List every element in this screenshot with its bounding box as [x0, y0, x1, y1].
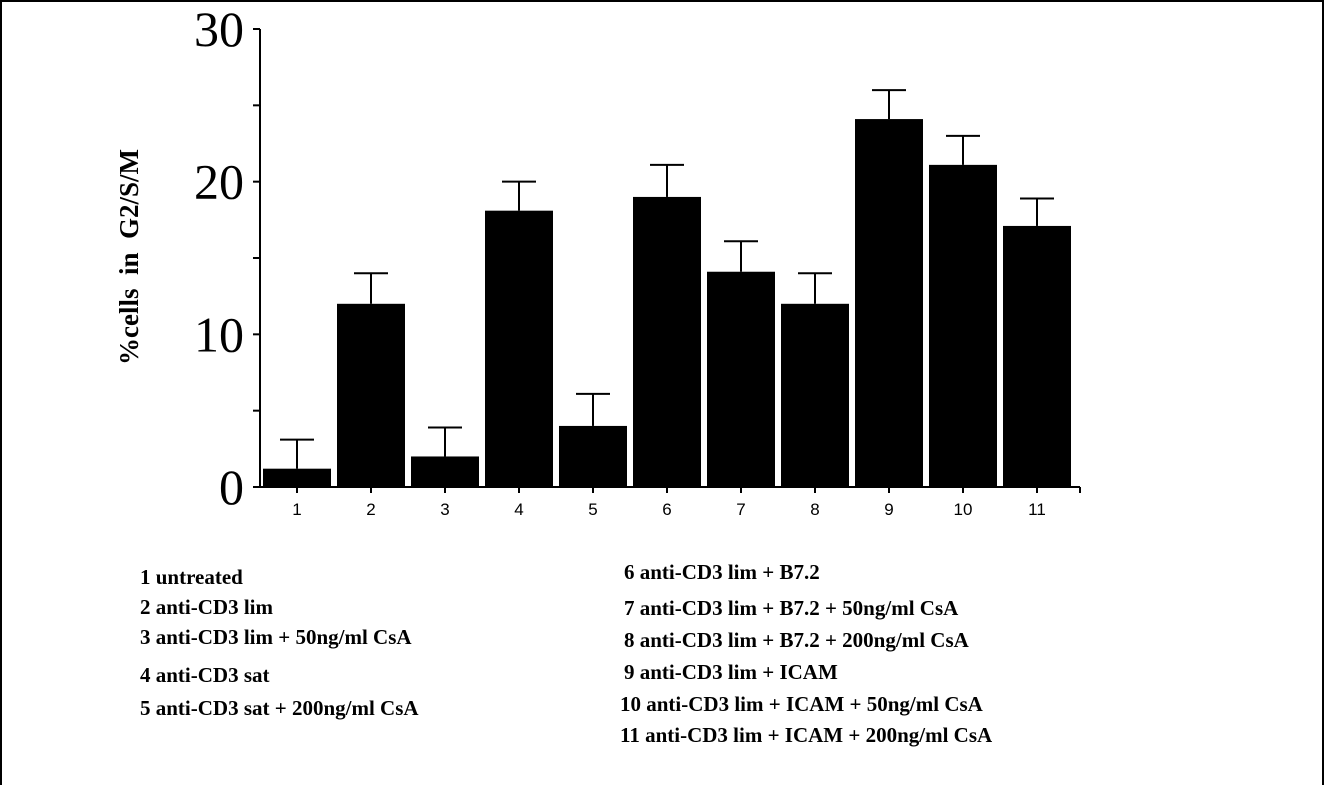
bar — [411, 456, 479, 487]
y-tick-label: 30 — [194, 1, 244, 57]
legend-item: 8 anti-CD3 lim + B7.2 + 200ng/ml CsA — [624, 628, 969, 652]
legend-item: 10 anti-CD3 lim + ICAM + 50ng/ml CsA — [620, 692, 983, 716]
legend-item: 1 untreated — [140, 565, 243, 589]
bar-chart: 0 10 20 30 1 2 3 4 5 6 7 8 9 10 11 %cells in G2/S/M — [114, 1, 1081, 519]
legend-item: 4 anti-CD3 sat — [140, 663, 270, 687]
x-tick-label: 4 — [514, 500, 523, 519]
bars — [263, 119, 1071, 487]
bar — [559, 425, 627, 487]
x-tick-label: 11 — [1028, 500, 1046, 519]
bar — [485, 210, 553, 487]
y-axis-ticks: 0 10 20 30 — [194, 1, 260, 515]
bar — [855, 119, 923, 487]
legend-item: 11 anti-CD3 lim + ICAM + 200ng/ml CsA — [620, 723, 993, 747]
legend-item: 5 anti-CD3 sat + 200ng/ml CsA — [140, 696, 419, 720]
legend-item: 7 anti-CD3 lim + B7.2 + 50ng/ml CsA — [624, 596, 959, 620]
x-tick-label: 3 — [440, 500, 449, 519]
y-tick-label: 20 — [194, 154, 244, 210]
x-tick-label: 6 — [662, 500, 671, 519]
x-tick-label: 5 — [588, 500, 597, 519]
bar — [929, 164, 997, 487]
x-tick-label: 9 — [884, 500, 893, 519]
x-tick-label: 10 — [954, 500, 973, 519]
bar — [1003, 225, 1071, 487]
legend-item: 9 anti-CD3 lim + ICAM — [624, 660, 838, 684]
x-tick-label: 1 — [292, 500, 301, 519]
bar — [263, 468, 331, 487]
y-tick-label: 0 — [219, 459, 244, 515]
bar — [707, 271, 775, 487]
legend-item: 3 anti-CD3 lim + 50ng/ml CsA — [140, 625, 412, 649]
legend-item: 6 anti-CD3 lim + B7.2 — [624, 560, 820, 584]
bar — [781, 303, 849, 487]
error-bars — [280, 89, 1054, 469]
x-tick-label: 8 — [810, 500, 819, 519]
x-tick-label: 7 — [736, 500, 745, 519]
x-tick-label: 2 — [366, 500, 375, 519]
y-tick-label: 10 — [194, 306, 244, 362]
bar — [633, 196, 701, 487]
y-axis-label: %cells in G2/S/M — [114, 149, 144, 365]
legend-item: 2 anti-CD3 lim — [140, 595, 273, 619]
x-axis-ticks: 1 2 3 4 5 6 7 8 9 10 11 — [292, 487, 1081, 519]
bar — [337, 303, 405, 487]
